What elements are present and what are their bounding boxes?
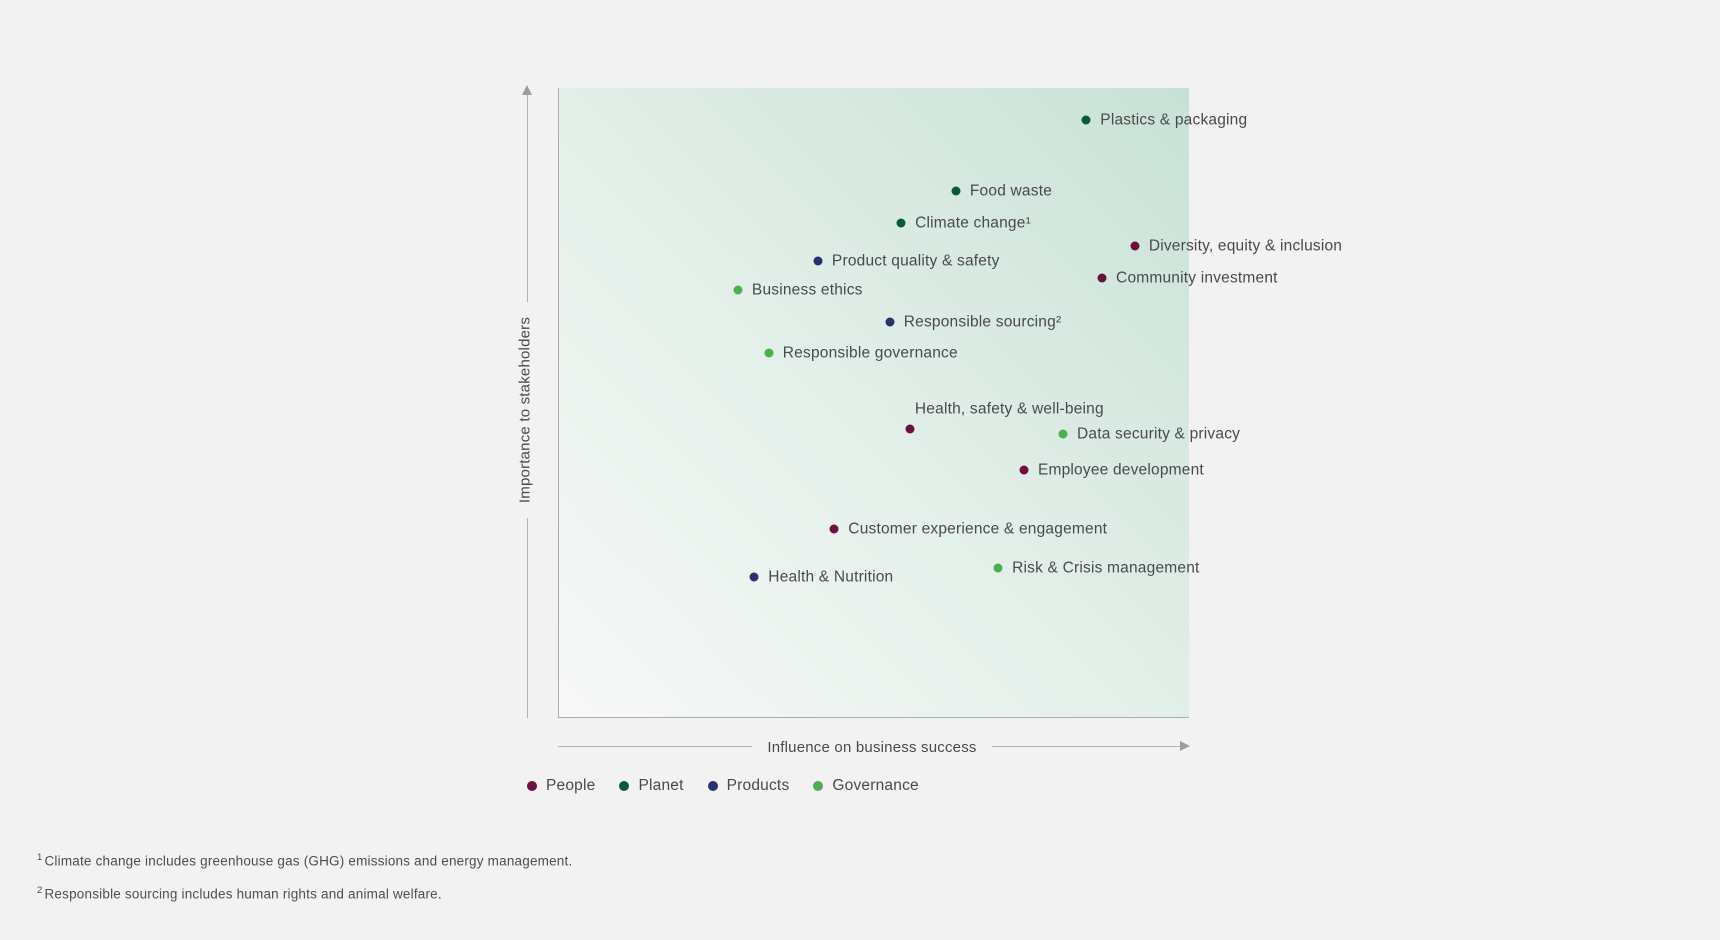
legend-item-planet: Planet [619,777,683,795]
data-point-dot [993,563,1003,573]
data-point-dot [1081,115,1091,125]
legend-dot-icon [813,781,824,791]
footnote-text: Climate change includes greenhouse gas (… [44,853,573,869]
data-point-dot [1019,465,1029,475]
legend-item-governance: Governance [813,777,919,795]
data-point-dot [1097,273,1107,283]
footnote-marker: 2 [37,884,43,896]
data-point-label: Responsible governance [782,344,958,362]
data-point-dot [951,186,961,196]
data-point-dot [764,348,774,358]
legend-item-people: People [527,777,595,795]
footnote-1: 1 Climate change includes greenhouse gas … [37,850,572,870]
data-point-label: Diversity, equity & inclusion [1148,237,1343,255]
x-axis-label: Influence on business success [767,739,977,756]
data-point-label: Risk & Crisis management [1012,559,1200,577]
footnote-marker: 1 [37,852,43,863]
data-point-label: Community investment [1116,269,1278,287]
data-point-dot [905,424,915,434]
legend: People Planet Products Governance [527,777,919,795]
plot-area: Plastics & packaging Food waste Climate ch… [558,88,1342,718]
footnote-text: Responsible sourcing includes human righ… [44,886,442,901]
data-point-dot [813,256,823,266]
y-axis-label: Importance to stakeholders [516,316,534,504]
x-axis-arrow-icon [1180,741,1190,751]
data-point-label: Product quality & safety [831,252,1000,270]
x-axis-line-left [558,746,752,747]
footnote-2: 2 Responsible sourcing includes human rig… [37,883,572,903]
footnotes: 1 Climate change includes greenhouse gas … [37,850,572,915]
data-point-label: Business ethics [751,281,863,299]
data-point-label: Health & Nutrition [768,567,894,585]
legend-label: Products [726,777,790,794]
data-point-label: Responsible sourcing² [903,313,1062,331]
y-axis-line-lower [527,518,528,718]
data-point-dot [749,572,759,582]
data-point-label: Customer experience & engagement [848,520,1108,538]
data-point-label: Health, safety & well-being [914,400,1104,418]
data-point-dot [829,524,839,534]
legend-label: Planet [638,777,684,794]
legend-label: Governance [832,777,919,794]
data-point-dot [733,285,743,295]
data-point-label: Plastics & packaging [1100,111,1248,129]
y-axis-line-upper [527,95,528,302]
data-point-label: Data security & privacy [1077,425,1241,443]
legend-dot-icon [707,781,718,791]
data-point-label: Climate change¹ [915,214,1031,232]
data-point-dot [1130,241,1140,251]
legend-item-products: Products [707,777,790,795]
legend-label: People [546,777,596,794]
data-point-label: Food waste [969,182,1053,200]
data-point-dot [1058,429,1068,439]
data-point-dot [885,317,895,327]
legend-dot-icon [619,781,630,791]
data-point-label: Employee development [1037,461,1204,479]
x-axis-line-right [992,746,1180,747]
legend-dot-icon [527,781,537,791]
y-axis-arrow-icon [522,85,532,95]
data-point-dot [896,218,906,228]
